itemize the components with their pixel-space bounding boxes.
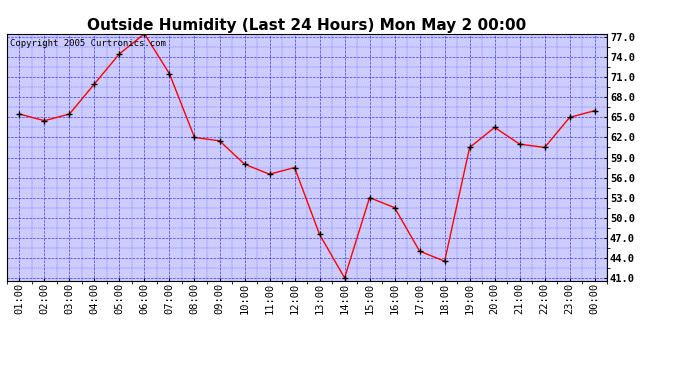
Title: Outside Humidity (Last 24 Hours) Mon May 2 00:00: Outside Humidity (Last 24 Hours) Mon May… bbox=[88, 18, 526, 33]
Text: Copyright 2005 Curtronics.com: Copyright 2005 Curtronics.com bbox=[10, 39, 166, 48]
